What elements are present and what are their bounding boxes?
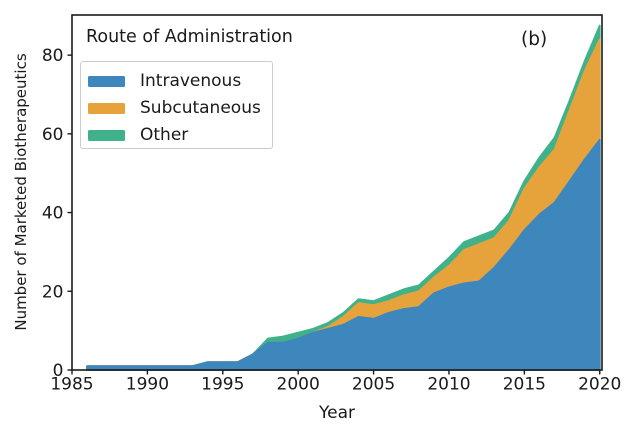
legend-label-intravenous: Intravenous xyxy=(140,71,242,91)
y-tick-label: 80 xyxy=(42,46,64,66)
legend: Intravenous Subcutaneous Other xyxy=(80,61,273,149)
x-tick-label: 2000 xyxy=(277,375,320,395)
y-tick-label: 60 xyxy=(42,125,64,145)
legend-item-intravenous: Intravenous xyxy=(88,68,272,95)
x-tick-label: 1990 xyxy=(126,375,169,395)
x-tick-label: 2005 xyxy=(352,375,395,395)
legend-item-other: Other xyxy=(88,122,272,149)
intravenous-swatch xyxy=(88,76,125,87)
area-intravenous xyxy=(86,138,601,371)
panel-label: (b) xyxy=(521,29,548,50)
x-axis-label: Year xyxy=(319,403,355,423)
legend-item-subcutaneous: Subcutaneous xyxy=(88,95,272,122)
legend-title: Route of Administration xyxy=(86,27,293,47)
legend-label-subcutaneous: Subcutaneous xyxy=(140,98,261,118)
y-tick-label: 0 xyxy=(53,361,64,381)
y-axis-label: Number of Marketed Biotherapeutics xyxy=(12,53,30,331)
x-tick-label: 1985 xyxy=(50,375,93,395)
subcutaneous-swatch xyxy=(88,103,125,114)
y-tick-label: 40 xyxy=(42,204,64,224)
y-tick-label: 20 xyxy=(42,282,64,302)
x-tick-label: 2010 xyxy=(427,375,470,395)
plot-frame xyxy=(71,14,603,371)
x-tick-label: 2015 xyxy=(503,375,546,395)
x-tick-label: 1995 xyxy=(201,375,244,395)
other-swatch xyxy=(88,130,125,141)
x-tick-label: 2020 xyxy=(578,375,621,395)
legend-label-other: Other xyxy=(140,125,189,145)
